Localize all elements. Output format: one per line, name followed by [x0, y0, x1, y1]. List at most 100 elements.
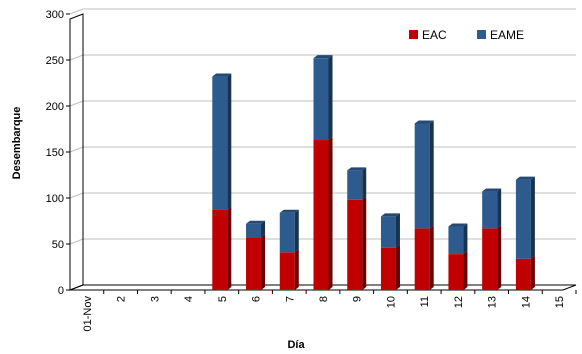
- bar-front: [313, 58, 329, 141]
- bar-top: [380, 213, 400, 217]
- bar-eame-12: [448, 223, 468, 255]
- bar-front: [279, 252, 295, 290]
- bar-eac-7: [279, 249, 299, 290]
- y-tick-label: 50: [52, 239, 64, 251]
- bar-side: [261, 234, 266, 290]
- bar-eame-5: [212, 73, 232, 210]
- y-tick-label: 200: [46, 101, 64, 113]
- x-tick-label: 11: [419, 296, 431, 307]
- legend-label-eame: EAME: [490, 28, 524, 42]
- bar-front: [414, 228, 430, 290]
- bar-side: [463, 251, 468, 290]
- bar-side: [328, 55, 333, 141]
- x-tick-label: 12: [453, 296, 465, 308]
- bar-side: [395, 213, 400, 248]
- bar-side: [395, 244, 400, 290]
- bar-front: [279, 212, 295, 253]
- bar-top: [414, 120, 434, 124]
- side-wall: [69, 13, 84, 291]
- x-tick-label: 15: [554, 296, 566, 308]
- bar-eac-10: [380, 244, 400, 290]
- gridline-side: [69, 192, 84, 199]
- bar-front: [482, 228, 498, 290]
- bar-side: [294, 209, 299, 253]
- bar-eame-6: [246, 220, 266, 238]
- bar-front: [515, 258, 531, 290]
- bar-front: [448, 254, 464, 290]
- bar-eame-8: [313, 55, 333, 141]
- y-tick-label: 250: [46, 55, 64, 67]
- bar-side: [429, 225, 434, 290]
- bar-top: [515, 176, 535, 180]
- bar-side: [463, 223, 468, 255]
- bar-top: [347, 167, 367, 171]
- x-tick-label: 5: [217, 296, 229, 302]
- bar-side: [227, 206, 232, 290]
- bar-front: [347, 199, 363, 290]
- x-tick-label: 13: [487, 296, 499, 308]
- x-tick-label: 3: [149, 296, 161, 302]
- bar-side: [362, 167, 367, 200]
- bar-front: [380, 247, 396, 290]
- bar-side: [261, 220, 266, 238]
- y-tick-label: 0: [58, 285, 64, 297]
- bar-side: [227, 73, 232, 210]
- bar-eame-7: [279, 209, 299, 253]
- bar-eame-10: [380, 213, 400, 248]
- bar-top: [246, 220, 266, 224]
- legend-swatch-eame: [477, 30, 486, 39]
- bar-side: [362, 196, 367, 290]
- bar-eac-12: [448, 251, 468, 290]
- bar-front: [448, 226, 464, 255]
- gridline-side: [69, 146, 84, 153]
- bar-front: [246, 237, 262, 290]
- x-tick-label: 14: [520, 296, 532, 308]
- x-tick-label: 01-Nov: [82, 296, 94, 332]
- x-tick-label: 9: [352, 296, 364, 302]
- gridline-side: [69, 8, 84, 15]
- bar-front: [212, 76, 228, 210]
- y-axis-title: Desembarque: [11, 107, 23, 180]
- y-tick-labels: 0 50 100 150 200 250 300: [46, 9, 70, 297]
- bars: [212, 55, 535, 290]
- x-tick-label: 2: [116, 296, 128, 302]
- bar-side: [429, 120, 434, 229]
- bar-front: [414, 123, 430, 229]
- bar-eac-8: [313, 137, 333, 290]
- bar-side: [497, 188, 502, 229]
- gridline-side: [69, 54, 84, 61]
- y-tick-label: 300: [46, 9, 64, 21]
- x-tick-label: 6: [251, 296, 263, 302]
- bar-front: [313, 140, 329, 290]
- legend-label-eac: EAC: [422, 28, 447, 42]
- x-tick-label: 7: [284, 296, 296, 302]
- y-tick-label: 150: [46, 147, 64, 159]
- x-axis-title: Día: [287, 339, 305, 351]
- bar-front: [347, 170, 363, 200]
- bar-top: [279, 209, 299, 213]
- bar-top: [313, 55, 333, 59]
- bar-front: [246, 223, 262, 238]
- bar-top: [448, 223, 468, 227]
- bar-front: [212, 209, 228, 290]
- bar-side: [497, 225, 502, 290]
- x-tick-label: 10: [385, 296, 397, 308]
- x-tick-labels: 01-Nov 2 3 4 5 6 7 8 9 10 11 12 13 14 15: [82, 290, 577, 332]
- bar-front: [482, 191, 498, 229]
- y-tick-label: 100: [46, 193, 64, 205]
- bar-front: [515, 179, 531, 259]
- legend-swatch-eac: [409, 30, 418, 39]
- bar-top: [212, 73, 232, 77]
- gridline-side: [69, 100, 84, 107]
- bar-eac-5: [212, 206, 232, 290]
- bar-eame-13: [482, 188, 502, 229]
- bar-top: [482, 188, 502, 192]
- bar-eac-14: [515, 255, 535, 290]
- bar-eac-13: [482, 225, 502, 290]
- bar-eac-11: [414, 225, 434, 290]
- x-tick-label: 4: [183, 296, 195, 302]
- bar-eame-9: [347, 167, 367, 200]
- bar-side: [530, 176, 535, 259]
- bar-eac-9: [347, 196, 367, 290]
- x-tick-label: 8: [318, 296, 330, 302]
